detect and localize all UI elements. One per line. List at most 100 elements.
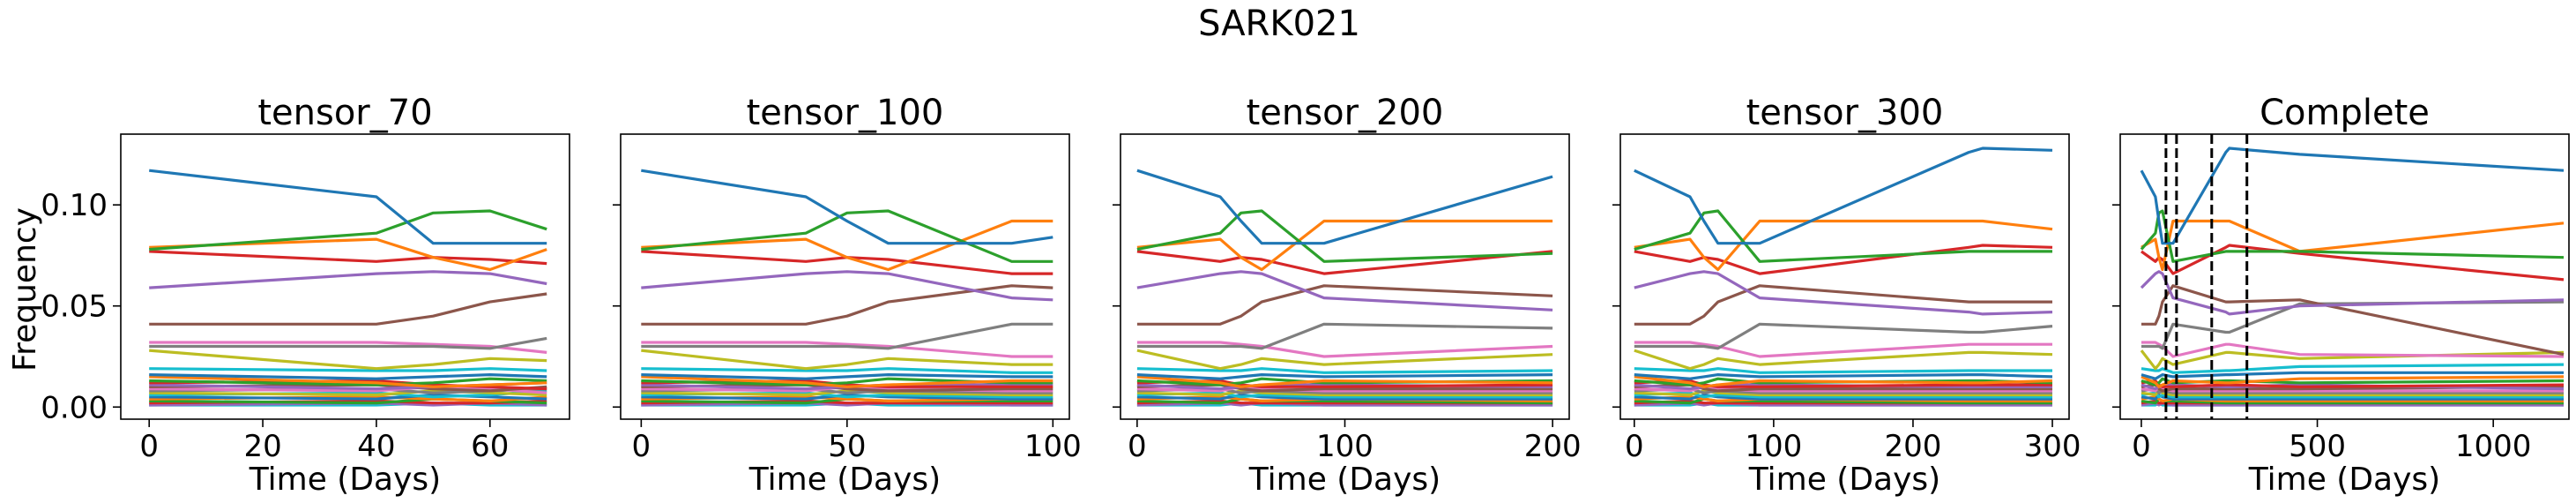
series-line-1 (149, 209, 547, 252)
figure-title: SARK021 (1198, 4, 1360, 44)
series-line-8 (149, 349, 547, 371)
series-line-20 (2140, 393, 2564, 401)
x-tick-label: 300 (2024, 429, 2081, 464)
series-line-9 (2140, 363, 2565, 374)
series-line-9 (641, 367, 1053, 374)
subplot-3: 0 100 200 300 tensor_300 Time (Days) (1612, 93, 2081, 498)
series-line-10 (641, 373, 1053, 380)
series-line-7 (2141, 341, 2565, 358)
series-line-7 (1634, 341, 2052, 358)
series-line-6 (1136, 322, 1553, 350)
subplot-title: Complete (2260, 93, 2430, 133)
series-line-2 (2140, 219, 2565, 272)
series-line-4 (1634, 270, 2053, 316)
x-axis-label: Time (Days) (1748, 462, 1940, 498)
series-line-22 (2140, 397, 2564, 405)
x-tick-label: 100 (1745, 429, 1802, 464)
series-group (641, 169, 1053, 407)
series-line-0 (641, 169, 1053, 245)
series-line-5 (641, 284, 1053, 326)
x-tick-label: 0 (632, 429, 651, 464)
series-line-3 (149, 250, 547, 266)
series-line-1 (1634, 209, 2052, 263)
series-line-8 (641, 349, 1053, 371)
series-line-20 (149, 393, 547, 401)
x-tick-label: 50 (828, 429, 866, 464)
series-line-4 (2140, 270, 2565, 316)
x-axis-label: Time (Days) (2248, 462, 2440, 498)
plot-frame (620, 133, 1070, 420)
series-line-10 (149, 373, 547, 380)
series-line-4 (149, 270, 547, 289)
x-tick-label: 20 (243, 429, 281, 464)
x-tick-label: 100 (1316, 429, 1374, 464)
series-line-5 (149, 292, 547, 326)
x-axis-label: Time (Days) (249, 462, 441, 498)
x-tick-label: 1000 (2455, 429, 2532, 464)
series-line-4 (1136, 270, 1553, 312)
series-line-0 (2140, 146, 2565, 245)
series-line-18 (2140, 389, 2564, 397)
series-line-8 (2140, 349, 2565, 371)
series-line-20 (1634, 393, 2052, 401)
series-line-9 (149, 367, 547, 372)
series-line-11 (641, 375, 1053, 388)
x-tick-label: 200 (1524, 429, 1582, 464)
series-line-7 (1136, 341, 1553, 358)
series-line-18 (149, 389, 547, 397)
series-group (1634, 146, 2053, 407)
y-tick-label: 0.10 (41, 188, 108, 223)
series-line-12 (641, 377, 1053, 387)
series-line-3 (1634, 244, 2053, 275)
series-line-9 (1634, 367, 2052, 374)
series-line-16 (641, 385, 1053, 393)
series-line-9 (1136, 367, 1553, 374)
series-line-3 (1136, 250, 1553, 275)
series-line-10 (2140, 371, 2564, 380)
series-line-1 (641, 209, 1053, 263)
subplot-1: 0 50 100 tensor_100 Time (Days) (613, 93, 1082, 498)
y-tick-label: 0.05 (41, 289, 108, 325)
series-line-11 (1634, 375, 2053, 388)
series-line-6 (1634, 322, 2053, 350)
series-line-10 (1136, 373, 1553, 380)
subplot-2: 0 100 200 tensor_200 Time (Days) (1113, 93, 1582, 498)
series-line-0 (1136, 169, 1553, 245)
series-line-2 (1634, 219, 2053, 272)
series-line-6 (2141, 300, 2565, 350)
subplot-title: tensor_200 (1247, 93, 1444, 133)
y-tick-label: 0.00 (41, 390, 108, 425)
plot-frame (2119, 133, 2570, 420)
subplot-title: tensor_100 (747, 93, 944, 133)
x-tick-label: 200 (1885, 429, 1942, 464)
series-line-14 (1634, 383, 2052, 391)
y-axis-label: Frequency (7, 207, 43, 372)
series-line-0 (149, 169, 547, 245)
series-line-2 (641, 219, 1053, 272)
series-line-12 (149, 377, 547, 387)
series-line-8 (1136, 349, 1553, 371)
series-line-3 (2140, 244, 2565, 282)
series-line-1 (1136, 209, 1553, 263)
series-line-5 (1136, 284, 1553, 326)
series-line-7 (149, 341, 547, 354)
series-group (149, 169, 547, 407)
series-line-8 (1634, 349, 2053, 371)
series-line-7 (641, 341, 1053, 358)
x-tick-label: 100 (1024, 429, 1082, 464)
subplot-title: tensor_70 (257, 93, 432, 133)
x-tick-label: 0 (1625, 429, 1644, 464)
x-tick-label: 0 (1128, 429, 1147, 464)
series-line-10 (1634, 373, 2053, 380)
x-tick-label: 500 (2289, 429, 2346, 464)
x-tick-label: 0 (139, 429, 159, 464)
series-line-0 (1634, 146, 2053, 245)
series-line-11 (1136, 375, 1553, 388)
series-line-5 (2141, 284, 2565, 357)
series-line-3 (641, 250, 1053, 275)
plot-frame (1619, 133, 2070, 420)
series-line-2 (149, 237, 547, 272)
series-line-2 (1136, 219, 1553, 272)
series-line-11 (2140, 375, 2565, 388)
